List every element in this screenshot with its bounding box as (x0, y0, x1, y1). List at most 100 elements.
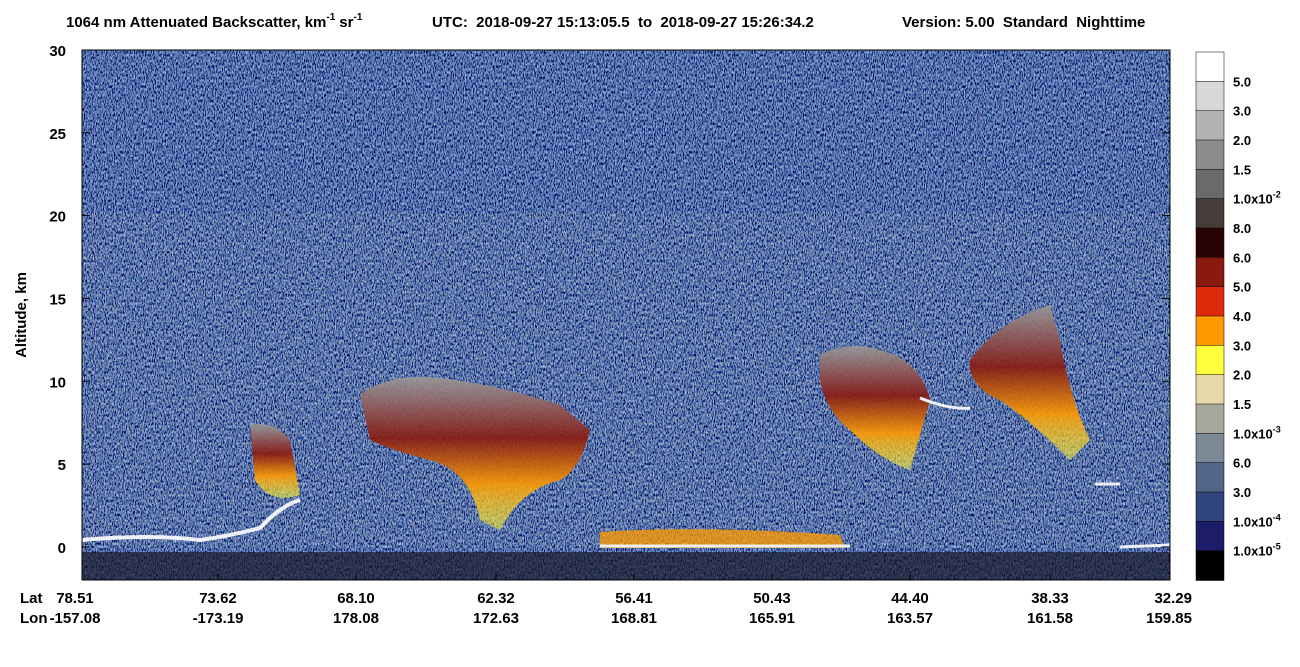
y-tick-label: 0 (58, 540, 66, 557)
lat-label: 78.51 (56, 590, 94, 607)
y-tick-label: 5 (58, 457, 66, 474)
clouds (81, 305, 1171, 549)
lon-label: 161.58 (1027, 610, 1073, 627)
colorbar-swatch (1195, 315, 1225, 347)
colorbar-label: 2.0 (1233, 133, 1251, 148)
colorbar-label: 1.0x10-5 (1233, 542, 1281, 559)
colorbar-label: 3.0 (1233, 338, 1251, 353)
colorbar-swatch (1195, 257, 1225, 288)
colorbar-mantissa: 5.0 (1233, 280, 1251, 295)
colorbar-mantissa: 3.0 (1233, 104, 1251, 119)
colorbar-label: 6.0 (1233, 456, 1251, 471)
lon-label: 168.81 (611, 610, 657, 627)
colorbar-label: 3.0 (1233, 485, 1251, 500)
colorbar-label: 5.0 (1233, 280, 1251, 295)
colorbar-swatch (1195, 403, 1225, 435)
surface-return (81, 498, 301, 543)
colorbar-swatch (1195, 550, 1225, 581)
colorbar-label: 6.0 (1233, 250, 1251, 265)
title-sup: -1 (326, 12, 335, 23)
colorbar-label: 1.5 (1233, 397, 1251, 412)
colorbar-mantissa: 2.0 (1233, 368, 1251, 383)
surface-glow (600, 529, 845, 548)
colorbar-swatch (1195, 491, 1225, 523)
y-tick-label: 20 (49, 209, 66, 226)
colorbar-label: 1.5 (1233, 162, 1251, 177)
colorbar-mantissa: 1.0x10 (1233, 544, 1273, 559)
colorbar-swatch (1195, 227, 1225, 259)
colorbar-swatch (1195, 286, 1225, 317)
colorbar-swatch (1195, 110, 1225, 141)
colorbar-mantissa: 1.0x10 (1233, 426, 1273, 441)
colorbar-swatch (1195, 51, 1225, 83)
colorbar-mantissa: 6.0 (1233, 456, 1251, 471)
colorbar-mantissa: 3.0 (1233, 485, 1251, 500)
title-text: 1064 nm Attenuated Backscatter, km (66, 14, 326, 31)
colorbar-label: 1.0x10-2 (1233, 190, 1281, 207)
y-tick-label: 30 (49, 43, 66, 60)
lat-label: 62.32 (477, 590, 515, 607)
colorbar-label: 5.0 (1233, 74, 1251, 89)
colorbar-exponent: -4 (1273, 512, 1281, 522)
colorbar-exponent: -3 (1273, 424, 1281, 434)
lon-label: -173.19 (193, 610, 244, 627)
colorbar-label: 2.0 (1233, 368, 1251, 383)
colorbar-mantissa: 1.0x10 (1233, 514, 1273, 529)
colorbar-mantissa: 3.0 (1233, 338, 1251, 353)
colorbar-mantissa: 1.5 (1233, 162, 1251, 177)
lat-label: 68.10 (337, 590, 375, 607)
plot-frame (81, 49, 1171, 581)
colorbar-swatch (1195, 462, 1225, 493)
lat-label: 50.43 (753, 590, 791, 607)
x-row-label: Lon (20, 610, 48, 627)
plot-area (81, 49, 1171, 581)
colorbar-label: 8.0 (1233, 221, 1251, 236)
colorbar-swatch (1195, 81, 1225, 112)
colorbar-swatch (1195, 374, 1225, 405)
utc-range: UTC: 2018-09-27 15:13:05.5 to 2018-09-27… (432, 14, 814, 31)
colorbar-label: 1.0x10-4 (1233, 512, 1281, 529)
lon-label: 178.08 (333, 610, 379, 627)
lat-label: 56.41 (615, 590, 653, 607)
colorbar-mantissa: 6.0 (1233, 250, 1251, 265)
lat-label: 44.40 (891, 590, 929, 607)
colorbar-mantissa: 1.5 (1233, 397, 1251, 412)
title-text: sr (339, 14, 353, 31)
colorbar-exponent: -5 (1273, 542, 1281, 552)
chart-title: 1064 nm Attenuated Backscatter, km-1 sr-1 (66, 12, 363, 31)
title-sup: -1 (353, 12, 362, 23)
colorbar-exponent: -2 (1273, 190, 1281, 200)
colorbar-swatch (1195, 139, 1225, 171)
cloud (360, 376, 590, 530)
colorbar-mantissa: 2.0 (1233, 133, 1251, 148)
lon-label: 165.91 (749, 610, 795, 627)
y-tick-label: 25 (49, 126, 66, 143)
colorbar-mantissa: 1.0x10 (1233, 192, 1273, 207)
colorbar-label: 4.0 (1233, 309, 1251, 324)
lon-label: 159.85 (1146, 610, 1192, 627)
cloud (250, 424, 300, 498)
lon-label: 172.63 (473, 610, 519, 627)
colorbar-label: 1.0x10-3 (1233, 424, 1281, 441)
colorbar-swatch (1195, 433, 1225, 464)
y-tick-label: 10 (49, 374, 66, 391)
x-row-label: Lat (20, 590, 43, 607)
colorbar-mantissa: 8.0 (1233, 221, 1251, 236)
lat-label: 73.62 (199, 590, 237, 607)
surface-return (600, 396, 1171, 549)
colorbar-swatch (1195, 345, 1225, 376)
colorbar-label: 3.0 (1233, 104, 1251, 119)
cloud (970, 305, 1090, 460)
colorbar-swatch (1195, 169, 1225, 200)
y-axis-label: Altitude, km (13, 272, 30, 358)
colorbar-mantissa: 5.0 (1233, 74, 1251, 89)
lat-label: 32.29 (1154, 590, 1192, 607)
colorbar-mantissa: 4.0 (1233, 309, 1251, 324)
lon-label: 163.57 (887, 610, 933, 627)
below-surface (82, 552, 1170, 580)
cloud (820, 346, 930, 470)
colorbar-swatch (1195, 198, 1225, 229)
colorbar-swatch (1195, 521, 1225, 552)
lon-label: -157.08 (50, 610, 101, 627)
